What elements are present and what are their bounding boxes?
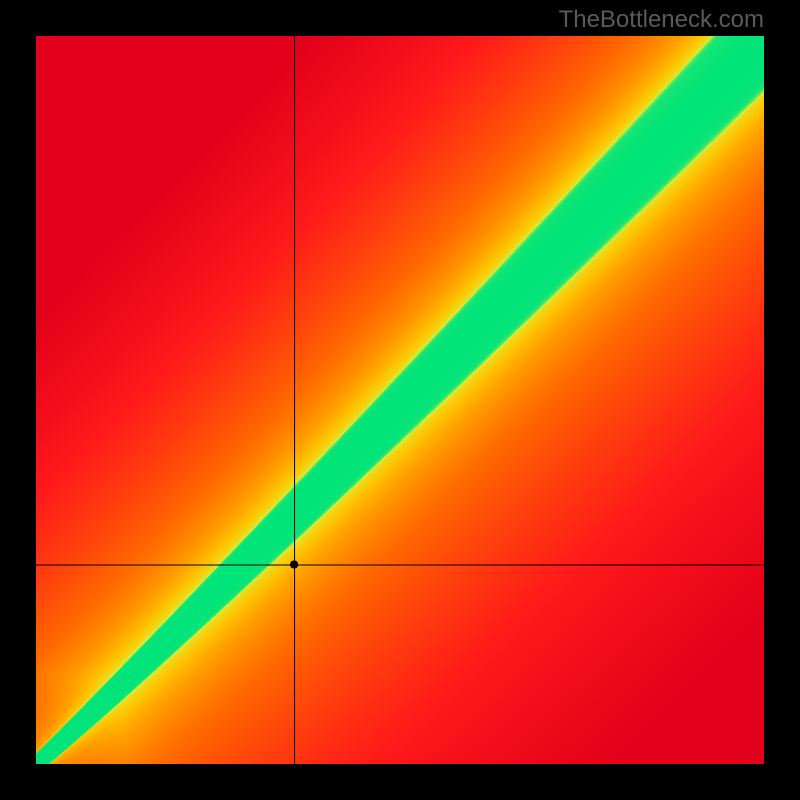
bottleneck-heatmap xyxy=(36,36,764,764)
watermark-text: TheBottleneck.com xyxy=(559,6,764,34)
chart-container: TheBottleneck.com xyxy=(0,0,800,800)
